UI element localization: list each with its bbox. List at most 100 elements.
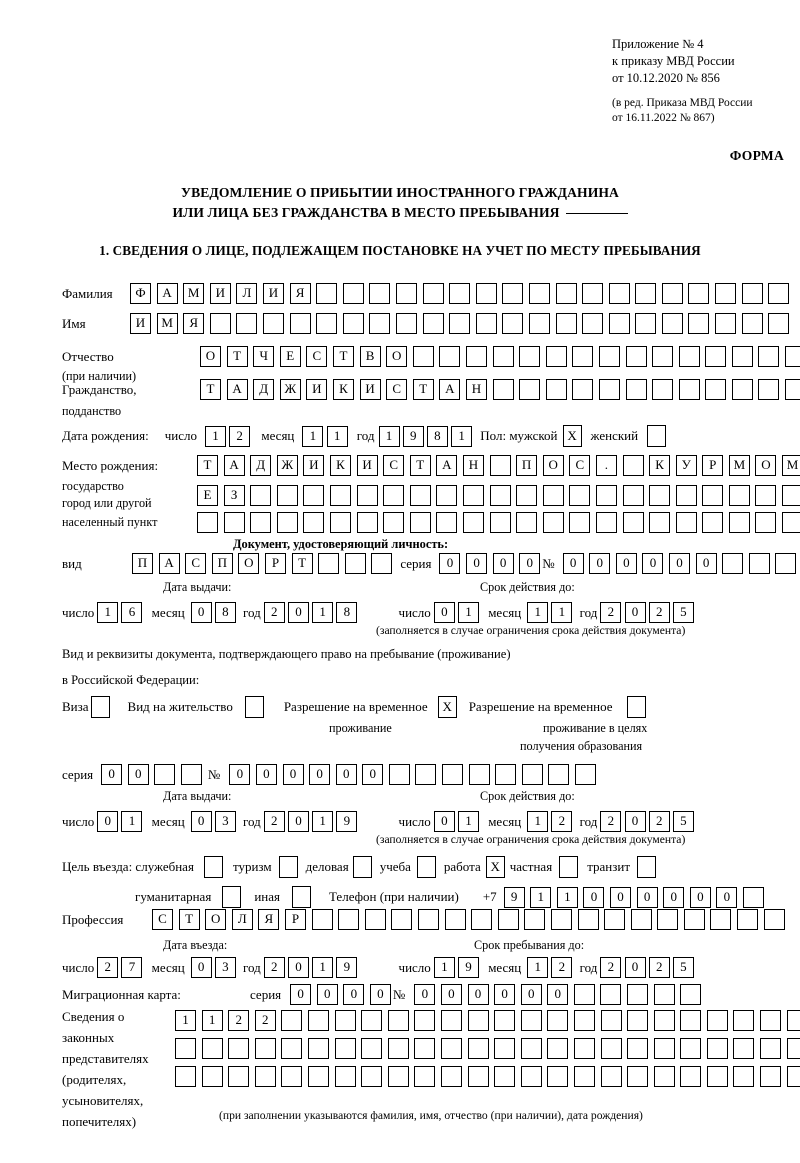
char-cell[interactable] — [741, 283, 763, 304]
char-cell[interactable]: С — [306, 346, 328, 367]
char-cell[interactable] — [569, 512, 591, 533]
char-cell[interactable]: Р — [264, 553, 286, 574]
char-cell[interactable]: А — [158, 553, 180, 574]
char-cell[interactable]: И — [303, 455, 325, 476]
char-cell[interactable] — [489, 512, 511, 533]
char-cell[interactable]: 1 — [556, 886, 578, 908]
char-cell[interactable] — [519, 346, 541, 367]
char-cell[interactable]: 1 — [433, 957, 455, 978]
char-cell[interactable] — [675, 512, 697, 533]
char-cell[interactable]: С — [383, 455, 405, 476]
char-cell[interactable] — [524, 909, 546, 930]
char-cell[interactable] — [598, 346, 620, 367]
char-cell[interactable] — [758, 346, 780, 367]
char-cell[interactable] — [768, 283, 790, 304]
sex-female-checkbox[interactable] — [647, 425, 667, 447]
char-cell[interactable] — [497, 909, 519, 930]
char-cell[interactable] — [785, 379, 800, 400]
char-cell[interactable] — [760, 1066, 782, 1087]
char-cell[interactable]: 0 — [642, 553, 664, 574]
char-cell[interactable] — [600, 1038, 622, 1059]
char-cell[interactable]: Ч — [253, 346, 275, 367]
char-cell[interactable] — [555, 283, 577, 304]
char-cell[interactable]: 2 — [600, 811, 622, 832]
temp-residence-checkbox[interactable]: Х — [437, 696, 457, 718]
char-cell[interactable]: 9 — [402, 425, 424, 447]
char-cell[interactable]: 0 — [190, 602, 212, 623]
char-cell[interactable] — [548, 764, 570, 785]
char-cell[interactable]: Я — [183, 313, 205, 334]
char-cell[interactable] — [755, 485, 777, 506]
char-cell[interactable] — [311, 909, 333, 930]
char-cell[interactable]: 9 — [336, 957, 358, 978]
char-cell[interactable]: 2 — [229, 425, 251, 447]
char-cell[interactable]: 0 — [414, 984, 436, 1005]
char-cell[interactable] — [705, 346, 727, 367]
char-cell[interactable]: 0 — [440, 984, 462, 1005]
char-cell[interactable] — [733, 1038, 755, 1059]
char-cell[interactable]: 0 — [695, 553, 717, 574]
char-cell[interactable]: 1 — [527, 602, 549, 623]
char-cell[interactable]: 0 — [519, 553, 541, 574]
char-cell[interactable] — [495, 764, 517, 785]
char-cell[interactable] — [737, 909, 759, 930]
char-cell[interactable] — [728, 485, 750, 506]
char-cell[interactable]: Д — [250, 455, 272, 476]
char-cell[interactable] — [361, 1066, 383, 1087]
char-cell[interactable] — [733, 1066, 755, 1087]
char-cell[interactable] — [422, 313, 444, 334]
char-cell[interactable]: 0 — [589, 553, 611, 574]
char-cell[interactable]: 1 — [312, 602, 334, 623]
char-cell[interactable] — [467, 1038, 489, 1059]
char-cell[interactable] — [262, 313, 284, 334]
char-cell[interactable] — [786, 1038, 800, 1059]
char-cell[interactable] — [502, 313, 524, 334]
legal-rep-cells-2[interactable] — [175, 1038, 800, 1059]
char-cell[interactable] — [387, 1010, 409, 1031]
char-cell[interactable] — [364, 909, 386, 930]
char-cell[interactable] — [201, 1038, 223, 1059]
visa-checkbox[interactable] — [90, 696, 110, 718]
char-cell[interactable]: 1 — [527, 957, 549, 978]
char-cell[interactable] — [547, 1066, 569, 1087]
char-cell[interactable]: 9 — [458, 957, 479, 978]
char-cell[interactable] — [731, 379, 753, 400]
char-cell[interactable]: 0 — [716, 886, 738, 908]
char-cell[interactable]: К — [329, 455, 351, 476]
char-cell[interactable]: С — [569, 455, 591, 476]
char-cell[interactable]: Ф — [130, 283, 151, 304]
char-cell[interactable] — [307, 1010, 329, 1031]
char-cell[interactable]: Н — [465, 379, 487, 400]
char-cell[interactable]: 8 — [426, 425, 448, 447]
char-cell[interactable]: 2 — [648, 957, 670, 978]
char-cell[interactable]: А — [436, 455, 458, 476]
char-cell[interactable] — [250, 485, 272, 506]
char-cell[interactable] — [440, 1038, 462, 1059]
char-cell[interactable]: Т — [332, 346, 354, 367]
char-cell[interactable]: 0 — [624, 957, 646, 978]
char-cell[interactable]: К — [649, 455, 671, 476]
char-cell[interactable] — [688, 313, 710, 334]
char-cell[interactable]: 0 — [127, 764, 149, 785]
char-cell[interactable]: 7 — [121, 957, 143, 978]
char-cell[interactable] — [303, 512, 325, 533]
char-cell[interactable] — [471, 909, 493, 930]
char-cell[interactable] — [608, 283, 630, 304]
char-cell[interactable]: 0 — [669, 553, 691, 574]
char-cell[interactable] — [342, 283, 364, 304]
char-cell[interactable] — [706, 1066, 728, 1087]
char-cell[interactable]: П — [132, 553, 153, 574]
char-cell[interactable] — [388, 764, 410, 785]
char-cell[interactable]: 0 — [190, 957, 212, 978]
char-cell[interactable] — [334, 1066, 356, 1087]
char-cell[interactable]: 0 — [229, 764, 251, 785]
char-cell[interactable]: 1 — [97, 602, 119, 623]
temp-edu-checkbox[interactable] — [626, 696, 646, 718]
char-cell[interactable] — [680, 1038, 702, 1059]
char-cell[interactable] — [582, 283, 604, 304]
